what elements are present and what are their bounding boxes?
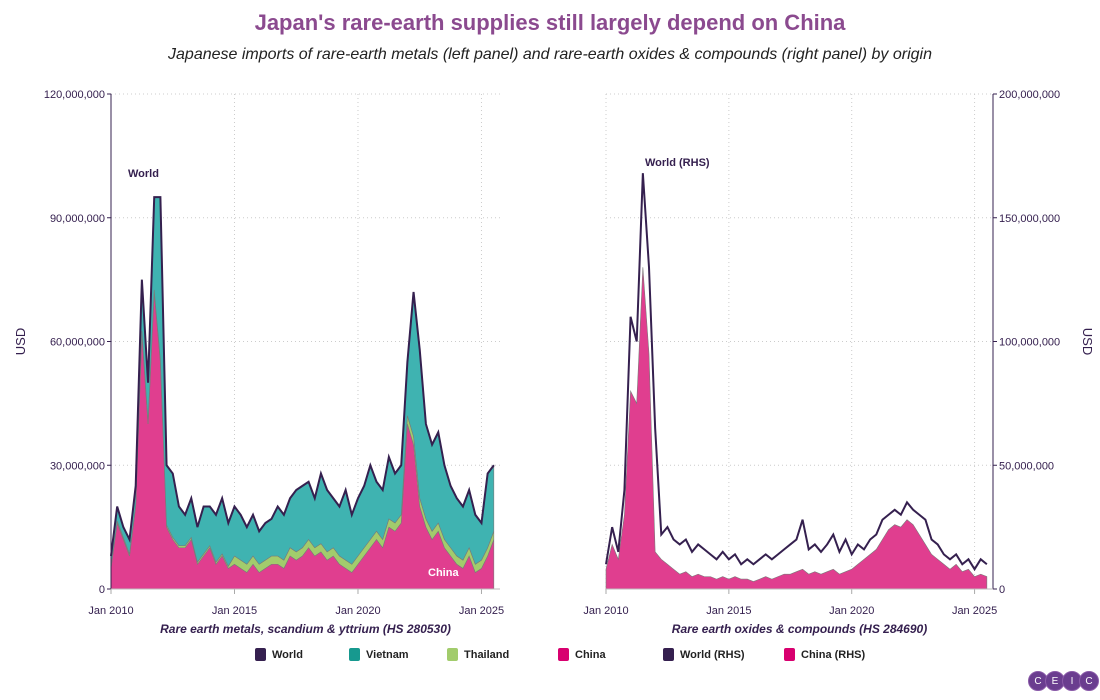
legend-item-china[interactable]: China bbox=[558, 648, 663, 661]
legend-label: Vietnam bbox=[366, 648, 409, 661]
legend-swatch bbox=[663, 648, 674, 661]
legend-swatch bbox=[255, 648, 266, 661]
legend-item-vietnam[interactable]: Vietnam bbox=[349, 648, 447, 661]
legend-label: China bbox=[575, 648, 606, 661]
x-tick-label: Jan 2025 bbox=[952, 605, 997, 617]
legend: World Vietnam Thailand China World (RHS)… bbox=[255, 648, 865, 661]
annotation-label: World bbox=[128, 168, 159, 180]
legend-label: World bbox=[272, 648, 303, 661]
line-world bbox=[110, 196, 495, 557]
area-vietnam bbox=[110, 196, 495, 567]
y-tick-label: 0 bbox=[99, 584, 105, 596]
legend-item-world[interactable]: World bbox=[255, 648, 349, 661]
legend-item-world-rhs[interactable]: World (RHS) bbox=[663, 648, 784, 661]
x-tick-label: Jan 2020 bbox=[829, 605, 874, 617]
legend-swatch bbox=[784, 648, 795, 661]
y-tick-label: 90,000,000 bbox=[50, 213, 105, 225]
y-tick-label: 200,000,000 bbox=[999, 89, 1060, 101]
legend-swatch bbox=[349, 648, 360, 661]
x-tick-label: Jan 2020 bbox=[335, 605, 380, 617]
x-tick-label: Jan 2015 bbox=[706, 605, 751, 617]
annotation-label: China bbox=[428, 567, 459, 579]
y-tick-label: 30,000,000 bbox=[50, 460, 105, 472]
x-axis-title: Rare earth metals, scandium & yttrium (H… bbox=[160, 622, 451, 636]
y-tick-label: 100,000,000 bbox=[999, 337, 1060, 349]
x-tick-label: Jan 2010 bbox=[88, 605, 133, 617]
x-tick-label: Jan 2010 bbox=[583, 605, 628, 617]
x-tick-label: Jan 2015 bbox=[212, 605, 257, 617]
legend-label: World (RHS) bbox=[680, 648, 745, 661]
y-axis-title: USD bbox=[13, 328, 28, 355]
legend-label: Thailand bbox=[464, 648, 510, 661]
y-tick-label: 150,000,000 bbox=[999, 213, 1060, 225]
y-tick-label: 50,000,000 bbox=[999, 460, 1054, 472]
y-tick-label: 0 bbox=[999, 584, 1005, 596]
x-axis-title: Rare earth oxides & compounds (HS 284690… bbox=[672, 622, 927, 636]
legend-label: China (RHS) bbox=[801, 648, 866, 661]
y-tick-label: 120,000,000 bbox=[44, 89, 105, 101]
annotation-label: World (RHS) bbox=[645, 157, 710, 169]
line-world-rhs- bbox=[605, 173, 988, 572]
legend-swatch bbox=[447, 648, 458, 661]
legend-item-china-rhs[interactable]: China (RHS) bbox=[784, 648, 865, 661]
y-tick-label: 60,000,000 bbox=[50, 337, 105, 349]
x-tick-label: Jan 2025 bbox=[459, 605, 504, 617]
y-axis-title: USD bbox=[1080, 328, 1095, 355]
legend-swatch bbox=[558, 648, 569, 661]
chart-subtitle: Japanese imports of rare-earth metals (l… bbox=[168, 46, 932, 63]
chart-title: Japan's rare-earth supplies still largel… bbox=[254, 10, 846, 35]
legend-item-thailand[interactable]: Thailand bbox=[447, 648, 558, 661]
